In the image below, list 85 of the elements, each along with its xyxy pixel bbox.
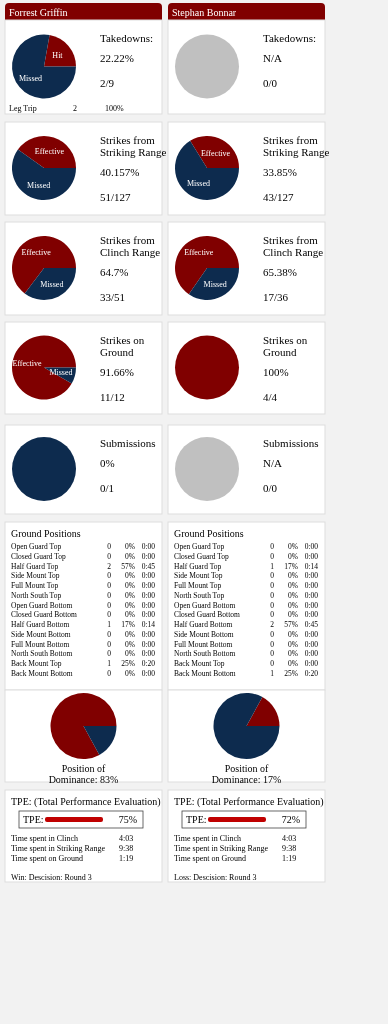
text: N/A — [263, 457, 282, 469]
text: 1:19 — [282, 854, 297, 863]
text: 51/127 — [100, 191, 132, 203]
pie-slice — [175, 236, 239, 295]
text: Loss: Descision: Round 3 — [174, 873, 257, 882]
text: 65.38% — [263, 266, 297, 278]
slice-label: Missed — [40, 279, 64, 289]
text: 33/51 — [100, 291, 126, 303]
text: 2 — [73, 104, 77, 113]
text: 22.22% — [100, 52, 134, 64]
pie-slice — [246, 697, 280, 726]
pie-slice — [12, 335, 76, 400]
text: Ground Positions — [11, 528, 81, 539]
text: Stephan Bonnar — [172, 6, 237, 18]
text: 11/12 — [100, 391, 125, 403]
slice-label: Missed — [18, 73, 43, 83]
text: Strikes on Ground — [263, 334, 308, 358]
slice-label: Effective — [184, 248, 214, 258]
text: Strikes from Striking Range — [263, 134, 330, 158]
pie-slice — [17, 136, 76, 168]
slice-label: Hit — [52, 51, 64, 61]
text: Time spent in Striking Range — [11, 844, 106, 853]
pie-slice — [188, 268, 239, 300]
text: 75% — [118, 814, 137, 825]
text: TPE: — [186, 814, 207, 825]
slice-label: Missed — [49, 368, 73, 378]
text: Ground Positions — [174, 528, 244, 539]
pie-slice — [44, 34, 76, 67]
text: Time spent in Clinch — [11, 834, 79, 843]
text: Strikes from Striking Range — [100, 134, 167, 158]
text: 17/36 — [263, 291, 289, 303]
text: Forrest Griffin — [9, 6, 68, 18]
text: Position of Dominance: 17% — [211, 763, 282, 785]
text: 4/4 — [263, 391, 278, 403]
text: Time spent in Clinch — [174, 834, 242, 843]
pie-slice — [12, 236, 76, 294]
slice-label: Effective — [200, 148, 231, 158]
text: Takedowns: — [100, 32, 153, 44]
pie-slice — [213, 693, 280, 759]
slice-label: Effective — [34, 147, 65, 157]
text: 2/9 — [100, 77, 115, 89]
slice-label: Missed — [27, 180, 51, 190]
text: Time spent on Ground — [174, 854, 246, 863]
text: 100% — [263, 366, 289, 378]
pie-slice — [175, 140, 239, 200]
text: Strikes on Ground — [100, 334, 145, 358]
text: Time spent on Ground — [11, 854, 83, 863]
text: 40.157% — [100, 166, 140, 178]
text: Win: Descision: Round 3 — [11, 873, 92, 882]
text: TPE: (Total Performance Evaluation) — [11, 796, 161, 808]
text: 100% — [105, 104, 124, 113]
text: 0% — [100, 457, 115, 469]
pie-slice — [12, 34, 76, 99]
text: Submissions — [100, 437, 156, 449]
text: TPE: — [23, 814, 44, 825]
text: Position of Dominance: 83% — [48, 763, 119, 785]
slice-label: Effective — [12, 358, 43, 368]
pie-slice — [24, 268, 76, 300]
text: 0/1 — [100, 482, 115, 494]
slice-label: Missed — [186, 179, 211, 189]
text: Strikes from Clinch Range — [100, 234, 161, 258]
text: Takedowns: — [263, 32, 316, 44]
pie-slice — [12, 149, 76, 200]
text: TPE: (Total Performance Evaluation) — [174, 796, 324, 808]
pie-slice — [50, 693, 117, 759]
text: 72% — [281, 814, 300, 825]
text: N/A — [263, 52, 282, 64]
text: Submissions — [263, 437, 319, 449]
slice-label: Missed — [203, 279, 227, 289]
text: 4:03 — [282, 834, 297, 843]
text: 43/127 — [263, 191, 295, 203]
text: 91.66% — [100, 366, 134, 378]
text: 1:19 — [119, 854, 134, 863]
text: 0/0 — [263, 77, 278, 89]
text: 9:38 — [282, 844, 297, 853]
slice-label: Effective — [21, 248, 52, 258]
text: 64.7% — [100, 266, 129, 278]
text: Leg Trip — [9, 104, 37, 113]
text: 0/0 — [263, 482, 278, 494]
text: 4:03 — [119, 834, 134, 843]
text: 9:38 — [119, 844, 134, 853]
text: Strikes from Clinch Range — [263, 234, 324, 258]
text: 33.85% — [263, 166, 297, 178]
pie-slice — [83, 726, 117, 755]
text: Time spent in Striking Range — [174, 844, 269, 853]
